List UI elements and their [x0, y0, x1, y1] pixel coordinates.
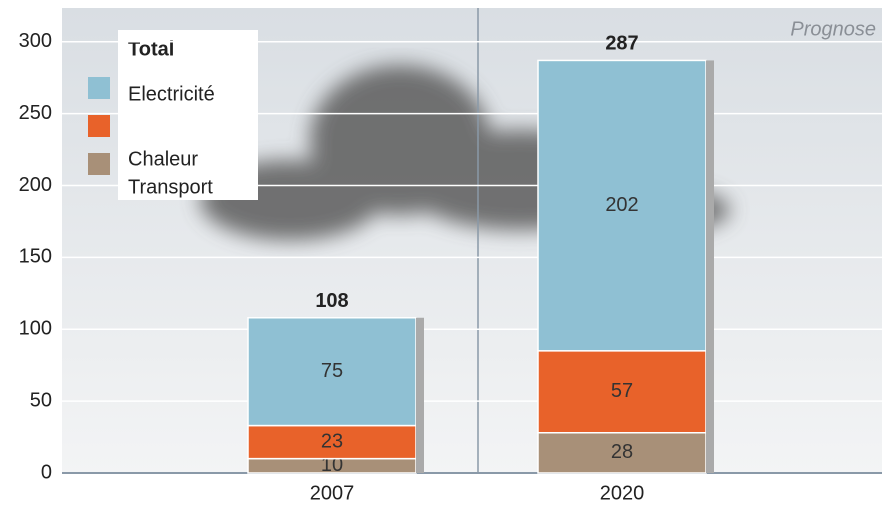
value-label: 57 [611, 380, 633, 402]
y-tick-label: 150 [19, 246, 52, 268]
y-tick-label: 100 [19, 318, 52, 340]
legend-swatch [88, 115, 110, 137]
chart: Prognose Total 050100150200250300Transpo… [0, 0, 882, 506]
value-label: 202 [605, 194, 638, 216]
legend-swatch [88, 77, 110, 99]
y-tick-label: 50 [30, 389, 52, 411]
legend-swatch [88, 153, 110, 175]
legend-label: Transport [128, 176, 213, 198]
value-label: 23 [321, 430, 343, 452]
total-label: 108 [315, 290, 348, 312]
x-tick-label: 2020 [600, 482, 645, 504]
y-tick-label: 0 [41, 461, 52, 483]
bar-shadow [416, 318, 424, 473]
y-tick-label: 200 [19, 174, 52, 196]
annotation: Prognose [790, 18, 876, 40]
page: Prognose Total 050100150200250300Transpo… [0, 0, 882, 506]
total-label: 287 [605, 33, 638, 55]
legend-label: Chaleur [128, 148, 198, 170]
bar-shadow [706, 60, 714, 473]
value-label: 28 [611, 441, 633, 463]
y-tick-label: 300 [19, 30, 52, 52]
y-tick-label: 250 [19, 102, 52, 124]
legend-label: Electricité [128, 83, 215, 105]
value-label: 75 [321, 360, 343, 382]
x-tick-label: 2007 [310, 482, 355, 504]
